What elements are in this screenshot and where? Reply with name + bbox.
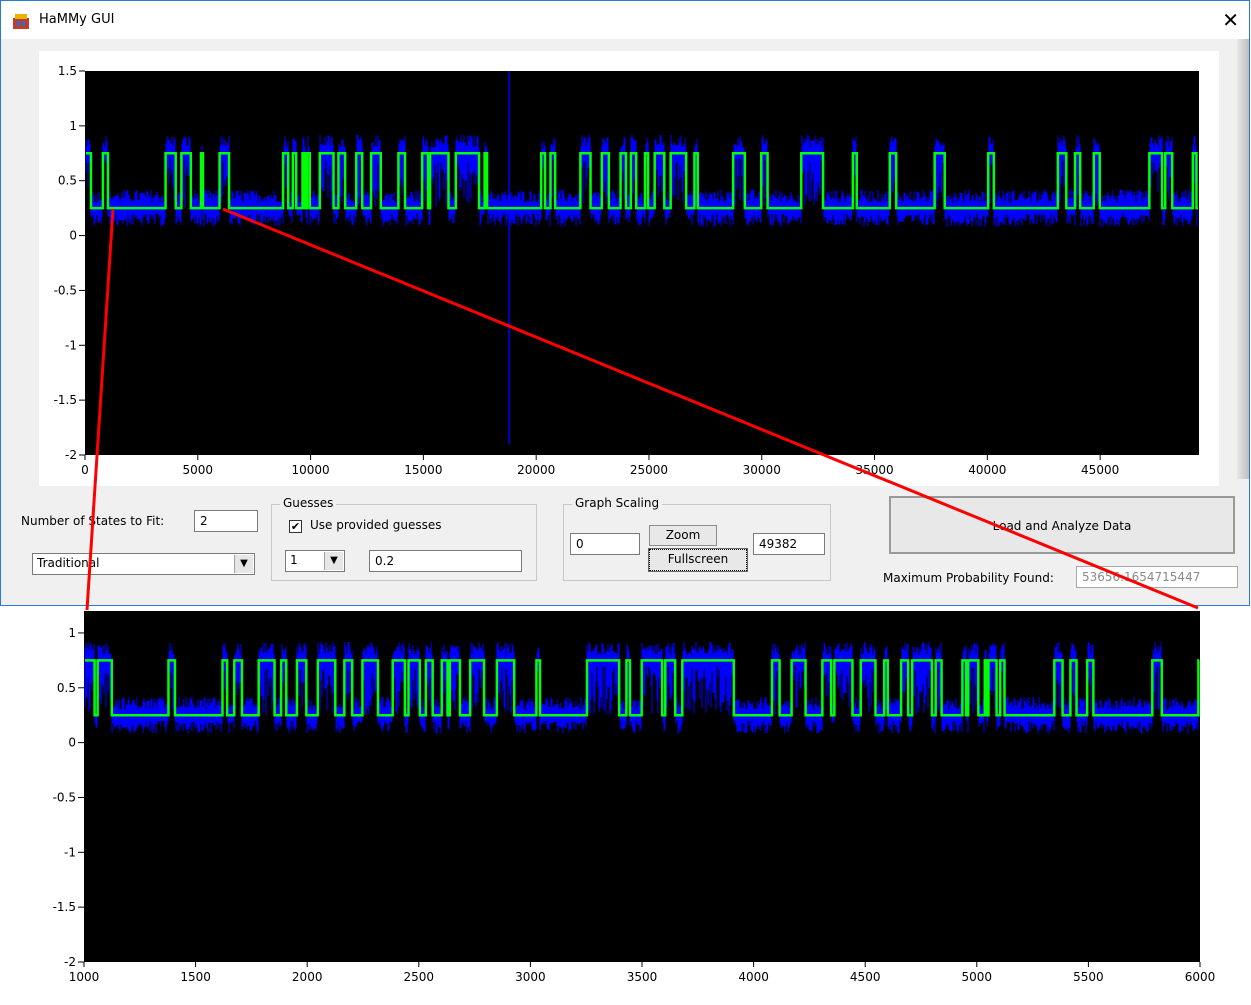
graph-scaling-title: Graph Scaling	[572, 496, 663, 510]
main-y-tick-label: 0.5	[58, 174, 77, 188]
main-x-tick-label: 20000	[517, 463, 555, 477]
main-x-tick-label: 45000	[1081, 463, 1119, 477]
method-select[interactable]: Traditional ▼	[32, 553, 255, 575]
zoom-y-tick-label: 0.5	[57, 681, 76, 695]
states-input[interactable]: 2	[194, 510, 258, 532]
zoom-x-tick-label: 2000	[292, 970, 323, 984]
method-select-value: Traditional	[37, 556, 100, 570]
use-guesses-checkbox[interactable]: ✔	[289, 520, 302, 533]
zoom-x-tick-label: 6000	[1185, 970, 1216, 984]
zoom-y-tick-label: -1.5	[53, 900, 76, 914]
zoom-x-tick-label: 5000	[962, 970, 993, 984]
scale-max-input[interactable]: 49382	[753, 533, 825, 555]
main-x-tick-label: 0	[81, 463, 89, 477]
window-title: HaMMy GUI	[39, 12, 115, 27]
zoom-y-tick-label: 1	[68, 626, 76, 640]
guess-index-value: 1	[290, 553, 298, 567]
zoom-x-tick-label: 5500	[1073, 970, 1104, 984]
chevron-down-icon[interactable]: ▼	[324, 552, 343, 570]
zoom-x-tick-label: 4500	[850, 970, 881, 984]
zoom-fit-series	[85, 659, 1200, 717]
main-x-tick-label: 5000	[183, 463, 214, 477]
zoom-x-tick-label: 4000	[738, 970, 769, 984]
main-trace-chart: 1.5 1 0.5 0 -0.5 -1 -1.5 -2 0 5000 10000 15000 2000…	[54, 64, 1199, 477]
main-plot-area	[85, 71, 1199, 455]
graph-scaling-group: Graph Scaling 0 Zoom Fullscreen 49382	[563, 496, 831, 581]
main-y-tick-label: -2	[65, 448, 77, 462]
max-probability-label: Maximum Probability Found:	[883, 571, 1054, 585]
zoom-x-tick-label: 1000	[69, 970, 100, 984]
main-plot-panel: 1.5 1 0.5 0 -0.5 -1 -1.5 -2 0 5000 10000 15000 2000…	[39, 51, 1219, 486]
zoom-y-tick-label: -2	[64, 955, 76, 969]
main-y-tick-label: 0	[69, 229, 77, 243]
scale-min-input[interactable]: 0	[570, 533, 640, 555]
zoom-y-tick-label: -1	[64, 845, 76, 859]
use-guesses-label: Use provided guesses	[310, 518, 442, 532]
zoom-y-tick-label: 0	[68, 736, 76, 750]
guesses-title: Guesses	[280, 496, 337, 510]
chevron-down-icon[interactable]: ▼	[234, 555, 253, 573]
zoomed-trace-chart: 1 0.5 0 -0.5 -1 -1.5 -2 1000 1500 2000 2500 3000 35…	[53, 611, 1216, 984]
zoom-x-tick-label: 3500	[627, 970, 658, 984]
max-probability-field: 53656.1654715447	[1076, 566, 1238, 588]
zoom-x-tick-label: 2500	[404, 970, 435, 984]
main-x-tick-label: 25000	[630, 463, 668, 477]
main-y-tick-label: -1	[65, 338, 77, 352]
zoom-x-tick-label: 3000	[515, 970, 546, 984]
main-y-tick-label: -0.5	[54, 283, 77, 297]
side-scrollbar[interactable]	[1237, 39, 1249, 479]
zoom-x-tick-label: 1500	[180, 970, 211, 984]
main-x-tick-label: 15000	[404, 463, 442, 477]
close-icon[interactable]: ✕	[1222, 8, 1239, 32]
main-x-tick-label: 40000	[968, 463, 1006, 477]
zoomed-view-panel: 1 0.5 0 -0.5 -1 -1.5 -2 1000 1500 2000 2500 3000 35…	[0, 606, 1251, 1002]
hammy-window: HaMMy GUI ✕ 1.5 1 0.5 0 -0.5 -1 -1.5 -2 0 5000 10…	[0, 0, 1250, 606]
load-analyze-button[interactable]: Load and Analyze Data	[889, 496, 1235, 554]
zoom-button[interactable]: Zoom	[649, 525, 717, 546]
main-y-tick-label: -1.5	[54, 393, 77, 407]
zoom-y-tick-label: -0.5	[53, 790, 76, 804]
main-y-tick-label: 1.5	[58, 64, 77, 78]
guess-index-select[interactable]: 1 ▼	[285, 550, 345, 572]
fullscreen-button[interactable]: Fullscreen	[648, 548, 748, 572]
guess-value-input[interactable]: 0.2	[369, 550, 522, 572]
states-label: Number of States to Fit:	[21, 514, 165, 528]
main-x-tick-label: 35000	[855, 463, 893, 477]
title-bar: HaMMy GUI ✕	[1, 1, 1249, 39]
guesses-group: Guesses ✔ Use provided guesses 1 ▼ 0.2	[271, 496, 537, 581]
main-x-tick-label: 30000	[743, 463, 781, 477]
main-y-tick-label: 1	[69, 119, 77, 133]
hammy-app-icon	[13, 14, 29, 29]
main-x-tick-label: 10000	[291, 463, 329, 477]
